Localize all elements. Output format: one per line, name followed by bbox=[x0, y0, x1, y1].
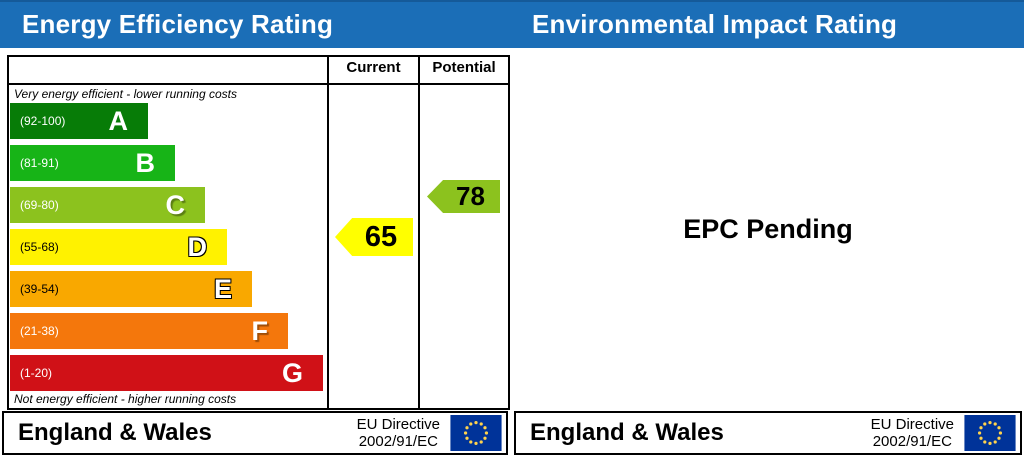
potential-value: 78 bbox=[456, 181, 485, 211]
eu-directive-line2: 2002/91/EC bbox=[358, 433, 438, 450]
footer-right: England & Wales EU Directive 2002/91/EC bbox=[514, 411, 1022, 455]
inefficient-note: Not energy efficient - higher running co… bbox=[14, 392, 237, 406]
band-e-letter: E bbox=[213, 273, 232, 304]
band-g: (1-20) G bbox=[10, 355, 323, 391]
environmental-impact-panel: EPC Pending bbox=[512, 48, 1024, 411]
band-c-letter: C bbox=[165, 189, 186, 220]
band-d-range: (55-68) bbox=[20, 240, 59, 254]
band-f-letter: F bbox=[251, 315, 269, 346]
band-a-range: (92-100) bbox=[20, 114, 66, 128]
header-row-divider bbox=[9, 83, 508, 85]
eu-directive-line1: EU Directive bbox=[356, 415, 440, 433]
current-value: 65 bbox=[364, 220, 398, 253]
band-c: (69-80) C bbox=[10, 187, 205, 223]
band-a: (92-100) A bbox=[10, 103, 148, 139]
eu-directive-label: EU Directive 2002/91/EC bbox=[357, 416, 440, 451]
eu-flag-icon bbox=[450, 415, 502, 451]
epc-pending-label: EPC Pending bbox=[683, 214, 853, 244]
potential-column-divider bbox=[418, 57, 420, 408]
eu-directive-label: EU Directive 2002/91/EC bbox=[871, 416, 954, 451]
footer-left: England & Wales EU Directive 2002/91/EC bbox=[2, 411, 508, 455]
potential-column-header: Potential bbox=[432, 59, 496, 76]
environmental-impact-title: Environmental Impact Rating bbox=[532, 8, 898, 39]
efficient-note: Very energy efficient - lower running co… bbox=[14, 87, 237, 101]
band-g-range: (1-20) bbox=[20, 366, 53, 380]
energy-efficiency-title: Energy Efficiency Rating bbox=[22, 8, 334, 39]
band-a-letter: A bbox=[108, 105, 129, 136]
band-b: (81-91) B bbox=[10, 145, 175, 181]
band-d-letter: D bbox=[187, 231, 208, 262]
eu-directive-line1: EU Directive bbox=[870, 415, 954, 433]
region-label: England & Wales bbox=[530, 419, 724, 446]
band-e: (39-54) E bbox=[10, 271, 252, 307]
potential-arrow: 78 bbox=[427, 180, 500, 213]
current-column-header: Current bbox=[346, 59, 401, 76]
eu-flag-icon bbox=[964, 415, 1016, 451]
region-label: England & Wales bbox=[18, 419, 212, 446]
band-e-range: (39-54) bbox=[20, 282, 59, 296]
band-g-letter: G bbox=[281, 357, 303, 388]
band-c-range: (69-80) bbox=[20, 198, 59, 212]
current-column-divider bbox=[327, 57, 329, 408]
band-f: (21-38) F bbox=[10, 313, 288, 349]
band-b-letter: B bbox=[135, 147, 156, 178]
header-bar bbox=[0, 0, 1024, 48]
eu-directive-line2: 2002/91/EC bbox=[872, 433, 952, 450]
current-arrow: 65 bbox=[335, 218, 413, 256]
band-f-range: (21-38) bbox=[20, 324, 59, 338]
band-d: (55-68) D bbox=[10, 229, 227, 265]
band-b-range: (81-91) bbox=[20, 156, 59, 170]
